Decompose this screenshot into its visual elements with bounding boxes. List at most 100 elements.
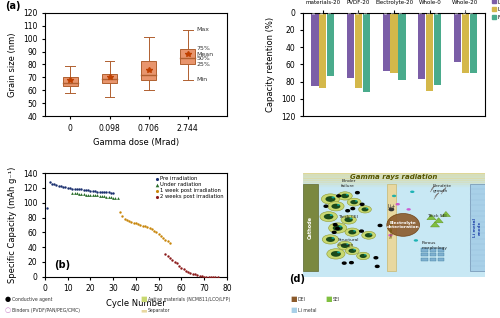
Text: 77.7: 77.7 <box>400 5 404 14</box>
Bar <box>418 13 426 79</box>
Bar <box>382 13 390 71</box>
2 weeks post irradiation <box>170 259 178 265</box>
Text: ▬: ▬ <box>140 307 146 313</box>
Text: ■: ■ <box>290 307 296 313</box>
Text: Li metal
anode: Li metal anode <box>474 218 482 237</box>
Pre irradiation <box>78 187 86 192</box>
2 weeks post irradiation <box>180 267 188 272</box>
Ellipse shape <box>387 213 420 236</box>
Pre irradiation <box>102 190 110 195</box>
Circle shape <box>392 195 396 197</box>
Text: 70.3: 70.3 <box>471 5 475 14</box>
Circle shape <box>355 200 358 202</box>
Circle shape <box>327 249 345 259</box>
Text: 70.4: 70.4 <box>392 5 396 14</box>
Circle shape <box>353 249 356 250</box>
Circle shape <box>353 230 356 232</box>
Under radiation <box>78 191 86 197</box>
Circle shape <box>337 195 340 197</box>
Circle shape <box>324 214 334 219</box>
Circle shape <box>341 215 356 224</box>
Pre irradiation <box>104 190 112 195</box>
Circle shape <box>328 223 347 233</box>
1 week post irradiation <box>144 225 152 230</box>
Under radiation <box>107 194 115 199</box>
1 week post irradiation <box>136 222 144 227</box>
Circle shape <box>338 192 352 200</box>
Bar <box>355 13 362 88</box>
1 week post irradiation <box>157 233 165 238</box>
Pre irradiation <box>57 184 65 189</box>
Bar <box>303 173 485 175</box>
Bar <box>347 13 354 78</box>
Under radiation <box>94 193 102 198</box>
2 weeks post irradiation <box>162 252 170 257</box>
Circle shape <box>396 203 400 205</box>
Bar <box>327 13 334 76</box>
Circle shape <box>337 252 340 253</box>
2 weeks post irradiation <box>188 271 196 276</box>
1 week post irradiation <box>116 209 124 214</box>
Under radiation <box>109 195 117 200</box>
FancyBboxPatch shape <box>430 253 436 257</box>
Text: 90.9: 90.9 <box>428 5 432 14</box>
2 weeks post irradiation <box>198 273 206 279</box>
FancyBboxPatch shape <box>438 248 444 252</box>
Under radiation <box>68 190 76 196</box>
Polygon shape <box>442 211 450 217</box>
Pre irradiation <box>62 185 70 190</box>
Pre irradiation <box>48 181 56 186</box>
Bar <box>320 13 326 87</box>
2 weeks post irradiation <box>209 274 217 279</box>
Circle shape <box>362 207 368 211</box>
Text: Binder
failure: Binder failure <box>342 179 355 188</box>
Under radiation <box>102 194 110 199</box>
Y-axis label: Grain size (nm): Grain size (nm) <box>8 32 18 97</box>
Text: 67.5: 67.5 <box>384 5 388 14</box>
Pre irradiation <box>52 183 60 188</box>
Text: Thick SEI: Thick SEI <box>427 214 446 218</box>
Polygon shape <box>434 218 443 223</box>
1 week post irradiation <box>164 238 172 244</box>
2 weeks post irradiation <box>186 270 194 275</box>
Circle shape <box>326 237 335 242</box>
Pre irradiation <box>70 186 78 191</box>
Text: DEI: DEI <box>298 296 306 301</box>
Circle shape <box>360 203 364 205</box>
Text: Structural
change: Structural change <box>338 238 359 247</box>
Circle shape <box>388 234 392 237</box>
Pre irradiation <box>44 205 52 211</box>
2 weeks post irradiation <box>200 274 208 279</box>
Circle shape <box>358 206 372 213</box>
Circle shape <box>346 247 359 255</box>
FancyBboxPatch shape <box>303 173 485 277</box>
Pre irradiation <box>94 189 102 194</box>
Bar <box>454 13 461 63</box>
Pre irradiation <box>96 189 104 194</box>
Text: (b): (b) <box>54 260 70 270</box>
Text: (a): (a) <box>5 1 20 10</box>
Bar <box>303 182 485 184</box>
1 week post irradiation <box>150 228 158 233</box>
Bar <box>462 13 469 73</box>
Circle shape <box>332 231 336 233</box>
Circle shape <box>414 239 418 242</box>
Under radiation <box>75 191 83 197</box>
Text: 92.4: 92.4 <box>364 5 368 14</box>
1 week post irradiation <box>159 236 167 241</box>
Bar <box>303 171 485 173</box>
Text: Electrolyte
deterioration: Electrolyte deterioration <box>387 221 420 229</box>
Text: 84.2: 84.2 <box>436 5 440 14</box>
Circle shape <box>339 225 342 227</box>
Circle shape <box>360 254 367 258</box>
Y-axis label: Capacity retention (%): Capacity retention (%) <box>266 17 276 112</box>
Bar <box>312 13 318 86</box>
2 weeks post irradiation <box>212 274 220 279</box>
Text: Li metal: Li metal <box>298 308 316 313</box>
2 weeks post irradiation <box>178 265 186 270</box>
FancyBboxPatch shape <box>470 183 485 272</box>
2 weeks post irradiation <box>182 268 190 273</box>
2 weeks post irradiation <box>164 253 172 259</box>
Text: ■: ■ <box>325 295 332 301</box>
FancyBboxPatch shape <box>430 258 436 261</box>
